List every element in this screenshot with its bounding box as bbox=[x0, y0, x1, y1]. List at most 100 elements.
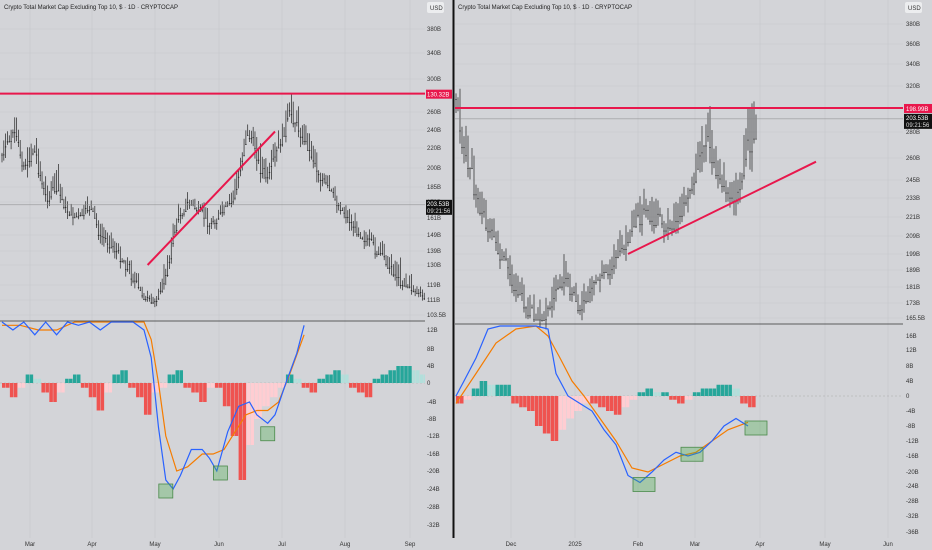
candle-body bbox=[206, 225, 209, 227]
candle-body bbox=[385, 264, 387, 265]
macd-histogram-bar bbox=[210, 383, 215, 388]
candle-body bbox=[247, 134, 249, 136]
candle-body bbox=[99, 234, 101, 236]
macd-line bbox=[455, 325, 749, 484]
macd-histogram-bar bbox=[214, 383, 219, 388]
candle-body bbox=[174, 231, 176, 233]
candle-body bbox=[234, 197, 236, 199]
candle-body bbox=[254, 148, 256, 150]
candle-body bbox=[465, 155, 467, 157]
candle-body bbox=[317, 174, 320, 176]
macd-histogram-bar bbox=[696, 392, 701, 396]
macd-tick-label: 4B bbox=[906, 379, 913, 385]
macd-histogram-bar bbox=[637, 392, 642, 396]
macd-histogram-bar bbox=[396, 366, 400, 383]
candle-body bbox=[79, 215, 81, 216]
candle-body bbox=[625, 249, 627, 250]
candle-body bbox=[8, 141, 10, 143]
price-tick-label: 130B bbox=[427, 263, 441, 269]
candle-body bbox=[595, 282, 597, 283]
candle-body bbox=[609, 274, 611, 276]
price-tick-label: 220B bbox=[427, 146, 441, 152]
macd-histogram-bar bbox=[29, 374, 34, 383]
macd-histogram-bar bbox=[499, 384, 503, 396]
candle-body bbox=[308, 150, 311, 151]
macd-histogram-bar bbox=[479, 381, 484, 396]
candle-body bbox=[307, 150, 309, 151]
macd-histogram-bar bbox=[467, 396, 472, 400]
candle-body bbox=[675, 221, 677, 223]
candle-body bbox=[316, 170, 318, 172]
candle-body bbox=[54, 191, 56, 193]
candle-body bbox=[352, 226, 354, 228]
macd-histogram-bar bbox=[128, 383, 132, 388]
candle-body bbox=[85, 208, 87, 209]
candle-body bbox=[571, 293, 573, 295]
macd-tick-label: 0 bbox=[906, 394, 910, 400]
macd-histogram-bar bbox=[171, 374, 176, 383]
candle-body bbox=[37, 173, 40, 175]
candle-body bbox=[529, 315, 531, 317]
support-badge bbox=[904, 103, 932, 113]
right-currency-badge[interactable] bbox=[905, 2, 922, 13]
candle-body bbox=[305, 141, 307, 142]
macd-histogram-bar bbox=[681, 396, 685, 404]
macd-histogram-bar bbox=[309, 383, 314, 393]
macd-histogram-bar bbox=[57, 383, 61, 393]
macd-tick-label: 8B bbox=[427, 347, 434, 353]
candle-body bbox=[294, 123, 296, 125]
candle-body bbox=[35, 154, 38, 156]
price-tick-label: 181B bbox=[906, 285, 920, 291]
macd-histogram-bar bbox=[313, 383, 318, 393]
candle-body bbox=[599, 279, 601, 281]
candle-body bbox=[6, 141, 9, 143]
macd-histogram-bar bbox=[720, 384, 725, 396]
left-currency-label: USD bbox=[430, 6, 443, 12]
macd-histogram-bar bbox=[258, 383, 262, 419]
macd-histogram-bar bbox=[21, 383, 26, 388]
candle-body bbox=[32, 153, 34, 155]
macd-histogram-bar bbox=[317, 378, 322, 383]
macd-histogram-bar bbox=[163, 383, 168, 388]
candle-body bbox=[679, 215, 681, 217]
macd-histogram-bar bbox=[456, 396, 460, 404]
macd-histogram-bar bbox=[72, 374, 77, 383]
candle-body bbox=[693, 183, 695, 185]
macd-histogram-bar bbox=[606, 396, 610, 411]
candle-body bbox=[338, 205, 340, 207]
candle-body bbox=[667, 227, 669, 229]
time-tick-label: Mar bbox=[690, 542, 700, 548]
candle-body bbox=[549, 307, 551, 309]
macd-tick-label: -4B bbox=[906, 409, 915, 415]
candle-body bbox=[150, 302, 152, 304]
right-macd-pane bbox=[455, 325, 903, 492]
candle-body bbox=[715, 175, 717, 177]
time-tick-label: Aug bbox=[340, 542, 351, 548]
price-tick-label: 221B bbox=[906, 215, 920, 221]
price-tick-label: 280B bbox=[906, 130, 920, 136]
macd-histogram-bar bbox=[80, 383, 85, 388]
candle-body bbox=[729, 197, 731, 199]
macd-histogram-bar bbox=[262, 383, 266, 407]
macd-histogram-bar bbox=[692, 392, 697, 396]
candle-body bbox=[259, 173, 262, 174]
candle-body bbox=[469, 168, 471, 170]
macd-tick-label: -12B bbox=[906, 439, 919, 445]
candle-body bbox=[168, 261, 171, 263]
candle-body bbox=[723, 186, 725, 188]
time-tick-label: May bbox=[149, 542, 160, 548]
left-currency-badge[interactable] bbox=[427, 2, 444, 13]
time-tick-label: Jun bbox=[214, 542, 224, 548]
candle-body bbox=[663, 230, 665, 232]
macd-histogram-bar bbox=[736, 388, 740, 396]
candle-body bbox=[471, 168, 473, 170]
macd-histogram-bar bbox=[147, 383, 152, 415]
macd-histogram-bar bbox=[84, 383, 89, 388]
candle-body bbox=[10, 141, 12, 142]
left-candles bbox=[0, 92, 429, 308]
candle-body bbox=[713, 162, 715, 164]
candle-body bbox=[250, 138, 253, 140]
macd-histogram-bar bbox=[483, 381, 488, 396]
macd-histogram-bar bbox=[700, 388, 705, 396]
macd-histogram-bar bbox=[633, 396, 638, 400]
